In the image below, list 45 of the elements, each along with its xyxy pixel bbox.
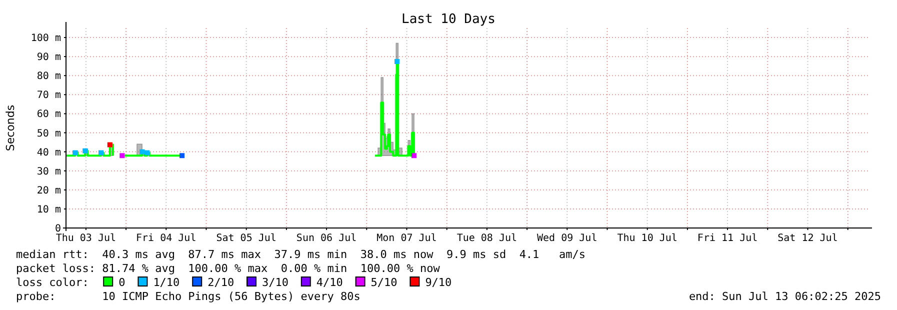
y-tick-label: 90 m: [36, 52, 61, 64]
x-tick-label: Fri 04 Jul: [136, 233, 196, 244]
point: [120, 153, 125, 158]
x-tick-label: Fri 11 Jul: [697, 233, 758, 244]
y-axis-title: Seconds: [4, 104, 17, 152]
point: [82, 148, 88, 154]
text: probe: 10 ICMP Echo Pings (56 Bytes) every 80s: [16, 290, 360, 303]
point: [72, 150, 78, 156]
x-tick-label: Sun 06 Jul: [296, 233, 357, 244]
text: end: Sun Jul 13 06:02:25 2025: [688, 290, 881, 303]
text: packet loss: 81.74 % avg 100.00 % max 0.00 % min 100.00 % now: [16, 262, 440, 275]
y-tick-label: 70 m: [36, 90, 61, 102]
y-tick-label: 40 m: [36, 147, 61, 158]
x-tick-label: Tue 08 Jul: [456, 233, 518, 244]
y-tick-label: 100 m: [30, 33, 61, 44]
legend-title: loss color:: [16, 276, 89, 289]
x-tick-label: Mon 07 Jul: [376, 233, 437, 244]
point: [98, 150, 104, 156]
y-tick-label: 20 m: [36, 185, 61, 196]
legend-label: 2/10: [208, 276, 234, 289]
legend-label: 1/10: [153, 276, 180, 289]
y-tick-label: 10 m: [36, 204, 61, 216]
x-tick-label: Wed 09 Jul: [537, 233, 598, 244]
y-tick-label: 60 m: [36, 109, 61, 120]
text: median rtt: 40.3 ms avg 87.7 ms max 37.9 ms min 38.0 ms now 9.9 ms sd 4.1 am/s: [16, 248, 586, 261]
y-tick-label: 50 m: [36, 128, 61, 140]
x-tick-label: Thu 03 Jul: [56, 233, 116, 244]
x-tick-label: Sat 05 Jul: [216, 233, 276, 244]
point: [107, 142, 112, 148]
y-tick-label: 0: [54, 224, 61, 234]
point: [144, 150, 150, 156]
legend-label: 4/10: [316, 276, 343, 289]
point: [411, 153, 416, 158]
x-tick-label: Sat 12 Jul: [778, 233, 838, 244]
legend-label: 0: [118, 276, 126, 289]
x-tick-label: Thu 10 Jul: [617, 233, 678, 244]
point: [140, 149, 145, 154]
point: [394, 59, 400, 64]
legend-label: 9/10: [425, 276, 452, 289]
y-tick-label: 30 m: [36, 166, 61, 178]
legend-label: 5/10: [370, 276, 398, 289]
point: [180, 153, 185, 158]
chart-title: Last 10 Days: [402, 12, 496, 27]
y-tick-label: 80 m: [36, 71, 61, 82]
legend-label: 3/10: [262, 276, 288, 289]
